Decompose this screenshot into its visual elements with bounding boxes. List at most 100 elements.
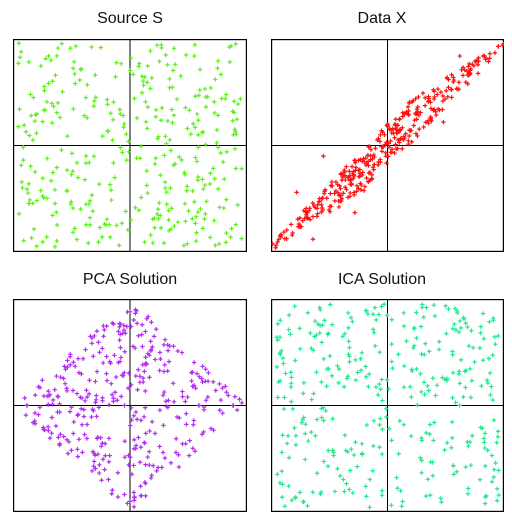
source-data-point xyxy=(158,225,164,231)
source-data-point xyxy=(52,244,58,249)
source-data-point xyxy=(148,232,153,238)
pca-data-point xyxy=(94,393,99,398)
ica-data-point xyxy=(275,395,281,400)
pca-data-point xyxy=(165,368,170,374)
ica-data-point xyxy=(491,417,497,423)
pca-data-point xyxy=(22,395,28,401)
pca-data-point xyxy=(32,421,38,427)
pca-data-point xyxy=(37,385,43,390)
ica-data-point xyxy=(293,442,299,448)
mixed-data-point xyxy=(351,190,357,195)
source-data-point xyxy=(223,92,229,97)
pca-data-point xyxy=(99,477,104,483)
mixed-data-point xyxy=(379,149,385,154)
ica-data-point xyxy=(302,431,308,436)
pca-data-point xyxy=(57,409,62,415)
pca-data-point xyxy=(91,463,97,469)
ica-data-point xyxy=(466,443,471,449)
pca-data-point xyxy=(173,450,179,455)
ica-data-point xyxy=(286,483,292,489)
pca-data-point xyxy=(133,443,139,448)
source-data-point xyxy=(222,176,227,182)
pca-data-point xyxy=(211,427,216,433)
source-data-point xyxy=(28,164,33,169)
source-data-point xyxy=(140,78,146,84)
source-data-point xyxy=(148,48,153,54)
mixed-data-point xyxy=(434,92,440,97)
source-data-point xyxy=(54,53,60,59)
ica-data-point xyxy=(377,444,382,450)
pca-data-point xyxy=(50,397,56,403)
pca-data-point xyxy=(113,374,119,380)
ica-data-point xyxy=(481,440,487,445)
pca-data-point xyxy=(184,422,189,427)
pca-data-point xyxy=(130,344,136,349)
ica-data-point xyxy=(397,418,403,424)
mixed-data-point xyxy=(440,107,445,112)
mixed-data-point xyxy=(347,169,352,174)
source-data-point xyxy=(109,197,114,203)
mixed-data-point xyxy=(345,175,351,180)
ica-data-point xyxy=(317,330,323,336)
source-data-point xyxy=(212,110,217,116)
pca-data-point xyxy=(217,407,223,413)
pca-data-point xyxy=(150,344,155,350)
source-data-point xyxy=(215,65,220,71)
ica-data-point xyxy=(274,364,280,370)
source-data-point xyxy=(83,153,89,159)
source-data-point xyxy=(171,45,177,51)
pca-data-point xyxy=(115,470,121,476)
ica-data-point xyxy=(346,351,351,357)
ica-data-point xyxy=(353,439,358,445)
source-data-point xyxy=(83,160,89,166)
pca-data-point xyxy=(206,370,211,376)
ica-data-point xyxy=(418,371,423,377)
source-data-point xyxy=(34,111,40,117)
pca-data-point xyxy=(97,462,102,468)
pca-data-point xyxy=(104,354,109,359)
ica-data-point xyxy=(468,463,474,468)
mixed-data-point xyxy=(358,187,364,193)
source-data-point xyxy=(55,45,61,51)
source-data-point xyxy=(30,200,36,206)
pca-data-point xyxy=(187,438,192,443)
source-data-point xyxy=(212,176,218,182)
ica-data-point xyxy=(430,460,435,465)
mixed-data-point xyxy=(333,179,339,185)
pca-data-point xyxy=(82,398,88,404)
mixed-data-point xyxy=(440,93,446,99)
ica-data-point xyxy=(281,361,286,366)
mixed-data-point xyxy=(324,195,330,201)
pca-data-point xyxy=(161,342,167,348)
mixed-data-point xyxy=(440,98,446,104)
source-data-point xyxy=(165,62,170,68)
source-data-point xyxy=(224,149,229,155)
source-data-point xyxy=(44,156,50,161)
source-data-point xyxy=(114,60,119,65)
ica-data-point xyxy=(457,381,463,386)
pca-data-point xyxy=(223,384,228,389)
pca-data-point xyxy=(203,398,209,403)
source-data-point xyxy=(193,221,198,226)
source-data-point xyxy=(136,207,142,213)
source-data-point xyxy=(171,112,177,118)
pca-data-point xyxy=(185,394,190,400)
ica-data-point xyxy=(364,422,370,428)
pca-data-point xyxy=(118,345,123,350)
pca-data-point xyxy=(138,483,143,489)
pca-data-point xyxy=(126,453,131,458)
mixed-data-point xyxy=(356,186,361,191)
ica-data-point xyxy=(336,380,341,386)
pca-data-point xyxy=(131,490,137,495)
mixed-data-point xyxy=(423,120,429,125)
ica-data-point xyxy=(349,446,354,452)
source-data-point xyxy=(212,77,218,82)
source-data-point xyxy=(26,201,32,206)
pca-data-point xyxy=(126,370,132,376)
source-data-point xyxy=(70,230,76,235)
ica-data-point xyxy=(308,429,314,435)
ica-data-point xyxy=(491,474,496,480)
ica-data-point xyxy=(325,463,331,469)
source-data-point xyxy=(208,85,214,91)
source-data-point xyxy=(107,234,113,240)
